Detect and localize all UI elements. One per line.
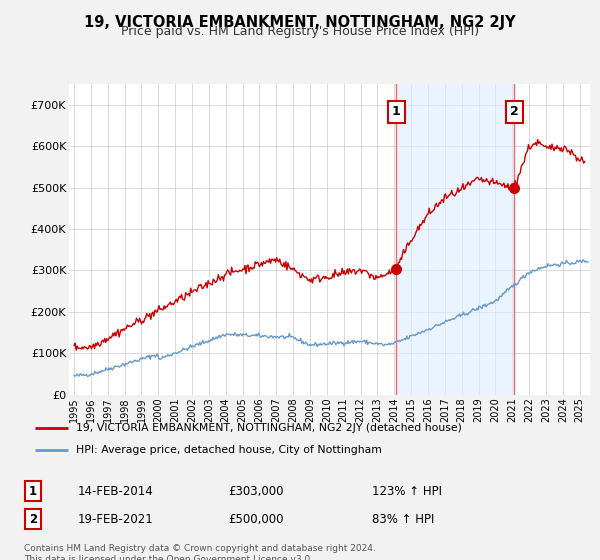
Bar [397,84,514,395]
Text: 1: 1 [392,105,401,119]
Text: £303,000: £303,000 [228,484,284,498]
Text: 1: 1 [29,484,37,498]
Text: 14-FEB-2014: 14-FEB-2014 [78,484,154,498]
Text: 19, VICTORIA EMBANKMENT, NOTTINGHAM, NG2 2JY (detached house): 19, VICTORIA EMBANKMENT, NOTTINGHAM, NG2… [76,423,463,433]
Text: Price paid vs. HM Land Registry's House Price Index (HPI): Price paid vs. HM Land Registry's House … [121,25,479,38]
Text: HPI: Average price, detached house, City of Nottingham: HPI: Average price, detached house, City… [76,445,382,455]
Text: 19, VICTORIA EMBANKMENT, NOTTINGHAM, NG2 2JY: 19, VICTORIA EMBANKMENT, NOTTINGHAM, NG2… [84,15,516,30]
Text: 2: 2 [510,105,519,119]
Text: 123% ↑ HPI: 123% ↑ HPI [372,484,442,498]
Text: £500,000: £500,000 [228,512,284,526]
Text: 2: 2 [29,512,37,526]
Text: Contains HM Land Registry data © Crown copyright and database right 2024.
This d: Contains HM Land Registry data © Crown c… [24,544,376,560]
Text: 19-FEB-2021: 19-FEB-2021 [78,512,154,526]
Text: 83% ↑ HPI: 83% ↑ HPI [372,512,434,526]
